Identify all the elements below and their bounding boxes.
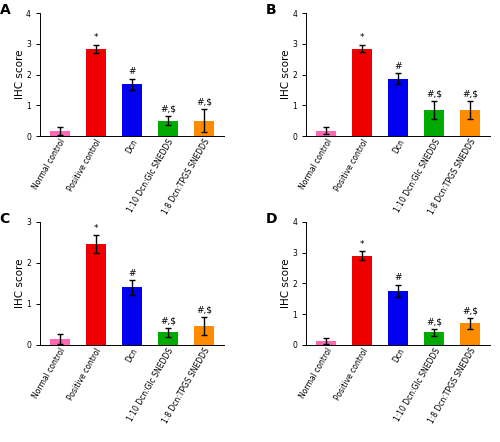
Text: *: * — [360, 34, 364, 42]
Text: #: # — [394, 274, 402, 282]
Bar — [316, 131, 336, 136]
Text: #,$: #,$ — [196, 98, 212, 107]
Text: C: C — [0, 212, 10, 226]
Text: #: # — [128, 269, 136, 278]
Text: #,$: #,$ — [462, 90, 478, 99]
Y-axis label: IHC score: IHC score — [14, 50, 24, 99]
Bar — [460, 323, 480, 345]
Y-axis label: IHC score: IHC score — [281, 259, 291, 308]
Text: A: A — [0, 4, 10, 17]
Text: #: # — [394, 62, 402, 71]
Text: #,$: #,$ — [426, 90, 442, 99]
Bar — [50, 131, 70, 136]
Bar — [194, 121, 214, 136]
Text: *: * — [94, 33, 98, 42]
Bar — [316, 341, 336, 345]
Text: #,$: #,$ — [462, 306, 478, 315]
Text: B: B — [266, 4, 276, 17]
Bar — [352, 256, 372, 345]
Bar — [158, 332, 178, 345]
Bar — [388, 291, 408, 345]
Bar — [352, 49, 372, 136]
Bar — [194, 326, 214, 345]
Text: #,$: #,$ — [160, 317, 176, 326]
Text: *: * — [94, 224, 98, 233]
Bar — [86, 244, 106, 345]
Bar — [86, 49, 106, 136]
Bar — [388, 79, 408, 136]
Bar — [122, 84, 142, 136]
Text: D: D — [266, 212, 278, 226]
Bar — [158, 121, 178, 136]
Bar — [460, 110, 480, 136]
Y-axis label: IHC score: IHC score — [14, 259, 24, 308]
Text: #,$: #,$ — [160, 105, 176, 114]
Text: #,$: #,$ — [426, 318, 442, 327]
Bar — [424, 332, 444, 345]
Bar — [122, 287, 142, 345]
Text: #: # — [128, 68, 136, 76]
Text: #,$: #,$ — [196, 306, 212, 315]
Bar — [424, 110, 444, 136]
Bar — [50, 339, 70, 345]
Text: *: * — [360, 240, 364, 249]
Y-axis label: IHC score: IHC score — [281, 50, 291, 99]
